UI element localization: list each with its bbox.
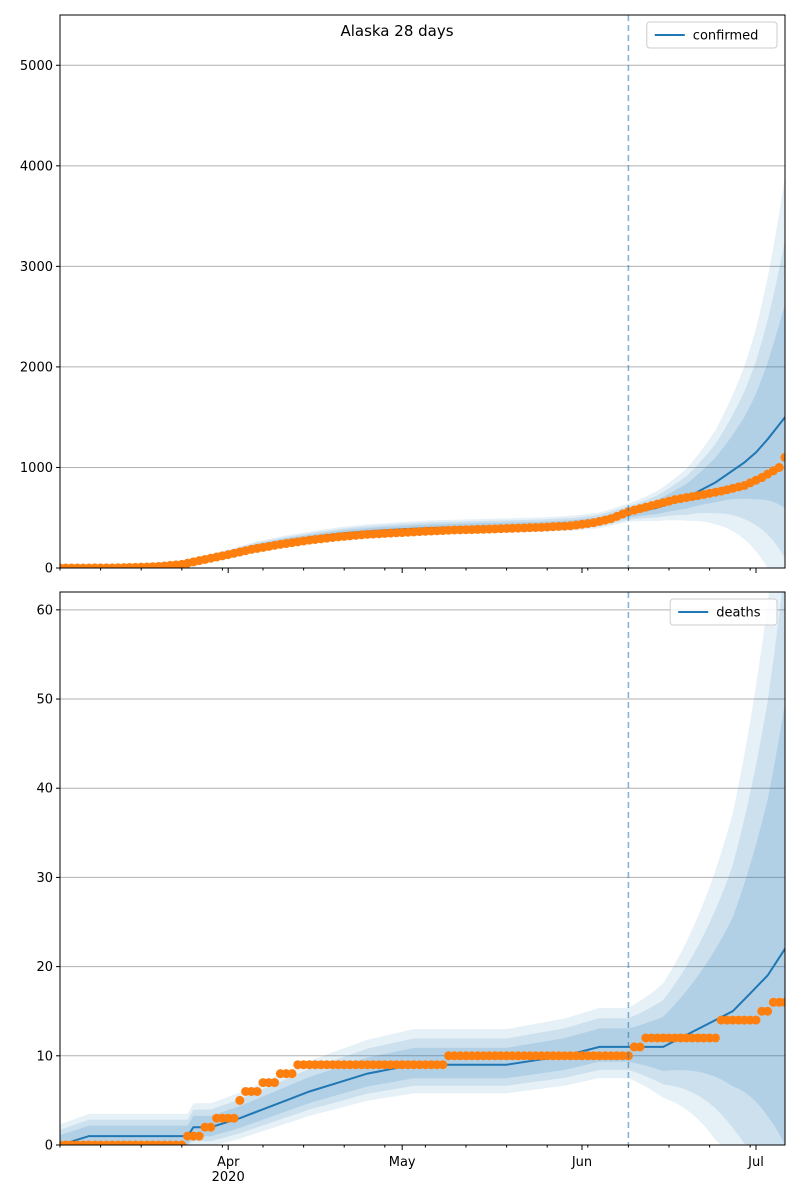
y-tick-label: 20 (36, 960, 53, 975)
x-tick-label: May (389, 1155, 416, 1170)
observed-point (287, 1069, 297, 1079)
axes-frame (59, 14, 786, 569)
observed-point (792, 448, 800, 457)
observed-point (229, 1113, 239, 1123)
uncertainty-band (60, 702, 785, 1145)
observed-point (235, 1095, 245, 1105)
observed-point (252, 1086, 262, 1096)
observed-point (780, 452, 785, 462)
y-tick-label: 60 (36, 603, 53, 618)
observed-point (206, 1122, 216, 1132)
observed-point (774, 462, 784, 472)
chart-title: Alaska 28 days (340, 22, 453, 40)
uncertainty-band (60, 592, 785, 1145)
observed-point (194, 1131, 204, 1141)
legend: confirmed (646, 21, 778, 49)
plot-area (60, 176, 800, 568)
x-tick-label: Jul (747, 1155, 764, 1170)
y-tick-label: 0 (45, 562, 53, 577)
y-tick-label: 1000 (20, 461, 53, 476)
legend-label: deaths (716, 606, 761, 621)
observed-point (177, 1140, 187, 1145)
x-tick-label: 2020 (212, 1170, 245, 1185)
observed-point (438, 1060, 448, 1070)
x-tick-label: Apr (217, 1155, 240, 1170)
uncertainty-band (60, 592, 785, 1145)
x-tick-label: Jun (571, 1155, 592, 1170)
legend: deaths (669, 598, 778, 626)
observed-point (635, 1042, 645, 1052)
y-tick-label: 50 (36, 693, 53, 708)
observed-point (780, 997, 785, 1007)
observed-point (786, 450, 795, 459)
y-tick-label: 2000 (20, 360, 53, 375)
observed-point (751, 1015, 761, 1025)
y-tick-label: 3000 (20, 260, 53, 275)
y-tick-label: 10 (36, 1049, 53, 1064)
legend-box (669, 598, 778, 626)
y-tick-label: 30 (36, 871, 53, 886)
observed-point (710, 1033, 720, 1043)
y-tick-label: 40 (36, 782, 53, 797)
y-tick-label: 4000 (20, 159, 53, 174)
plot-area (60, 592, 785, 1145)
y-tick-label: 5000 (20, 59, 53, 74)
observed-point (763, 1006, 773, 1016)
axes-frame (59, 591, 786, 1146)
uncertainty-band (60, 303, 785, 568)
legend-label: confirmed (693, 29, 759, 44)
y-tick-label: 0 (45, 1139, 53, 1154)
observed-point (270, 1078, 280, 1088)
legend-box (646, 21, 778, 49)
confirmed-axes: 0 1000 2000 3000 4000 5000 confirmed (20, 14, 800, 577)
